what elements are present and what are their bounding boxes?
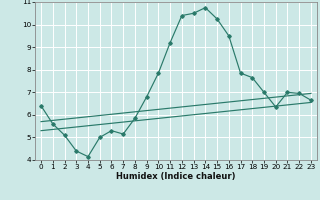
X-axis label: Humidex (Indice chaleur): Humidex (Indice chaleur) <box>116 172 236 181</box>
